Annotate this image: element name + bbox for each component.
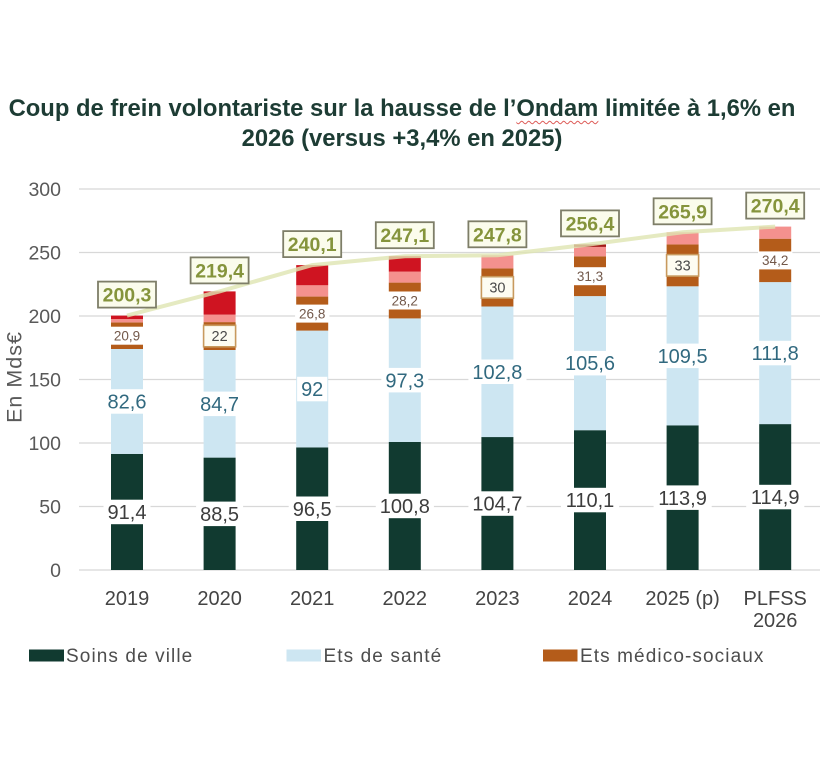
svg-text:2022: 2022 (383, 588, 428, 610)
svg-text:100,8: 100,8 (380, 496, 430, 518)
svg-text:114,9: 114,9 (751, 487, 800, 509)
svg-text:102,8: 102,8 (472, 362, 522, 384)
svg-text:104,7: 104,7 (472, 494, 522, 516)
svg-text:En Mds€: En Mds€ (3, 331, 27, 423)
svg-text:22: 22 (212, 329, 228, 345)
svg-text:2023: 2023 (475, 588, 520, 610)
svg-text:91,4: 91,4 (108, 502, 147, 524)
svg-text:110,1: 110,1 (566, 490, 615, 512)
svg-text:270,4: 270,4 (751, 196, 800, 218)
svg-text:92: 92 (301, 379, 323, 401)
svg-text:247,1: 247,1 (380, 225, 429, 247)
svg-text:28,2: 28,2 (392, 293, 418, 308)
svg-text:256,4: 256,4 (566, 213, 615, 235)
svg-text:2026: 2026 (753, 610, 798, 632)
svg-text:265,9: 265,9 (658, 201, 707, 223)
svg-text:200,3: 200,3 (103, 285, 152, 307)
svg-text:100: 100 (28, 433, 61, 455)
svg-text:250: 250 (28, 243, 61, 265)
svg-text:219,4: 219,4 (195, 260, 244, 282)
svg-text:300: 300 (28, 179, 61, 201)
svg-text:96,5: 96,5 (293, 499, 332, 521)
svg-text:2020: 2020 (197, 588, 242, 610)
svg-text:26,8: 26,8 (299, 306, 325, 321)
svg-text:150: 150 (28, 370, 61, 392)
svg-text:200: 200 (28, 306, 61, 328)
svg-text:240,1: 240,1 (288, 234, 337, 256)
svg-text:Soins de ville: Soins de ville (66, 646, 193, 667)
svg-text:109,5: 109,5 (658, 346, 708, 368)
svg-text:2025 (p): 2025 (p) (645, 588, 720, 610)
svg-text:50: 50 (39, 497, 61, 519)
svg-text:Ets médico-sociaux: Ets médico-sociaux (580, 646, 765, 667)
svg-text:105,6: 105,6 (565, 353, 615, 375)
svg-text:Ets de santé: Ets de santé (324, 646, 443, 667)
svg-text:2021: 2021 (290, 588, 335, 610)
svg-text:34,2: 34,2 (762, 253, 788, 268)
svg-text:33: 33 (675, 259, 691, 275)
svg-text:84,7: 84,7 (200, 394, 239, 416)
svg-text:88,5: 88,5 (200, 504, 239, 526)
svg-text:2024: 2024 (568, 588, 613, 610)
svg-text:113,9: 113,9 (658, 488, 707, 510)
svg-text:20,9: 20,9 (114, 329, 140, 344)
svg-text:PLFSS: PLFSS (744, 588, 807, 610)
svg-text:82,6: 82,6 (108, 392, 147, 414)
svg-text:2019: 2019 (105, 588, 150, 610)
svg-text:247,8: 247,8 (473, 224, 522, 246)
svg-text:97,3: 97,3 (385, 370, 424, 392)
svg-text:0: 0 (50, 560, 61, 582)
svg-text:111,8: 111,8 (752, 343, 799, 365)
svg-text:31,3: 31,3 (577, 269, 603, 284)
svg-text:30: 30 (489, 281, 505, 297)
